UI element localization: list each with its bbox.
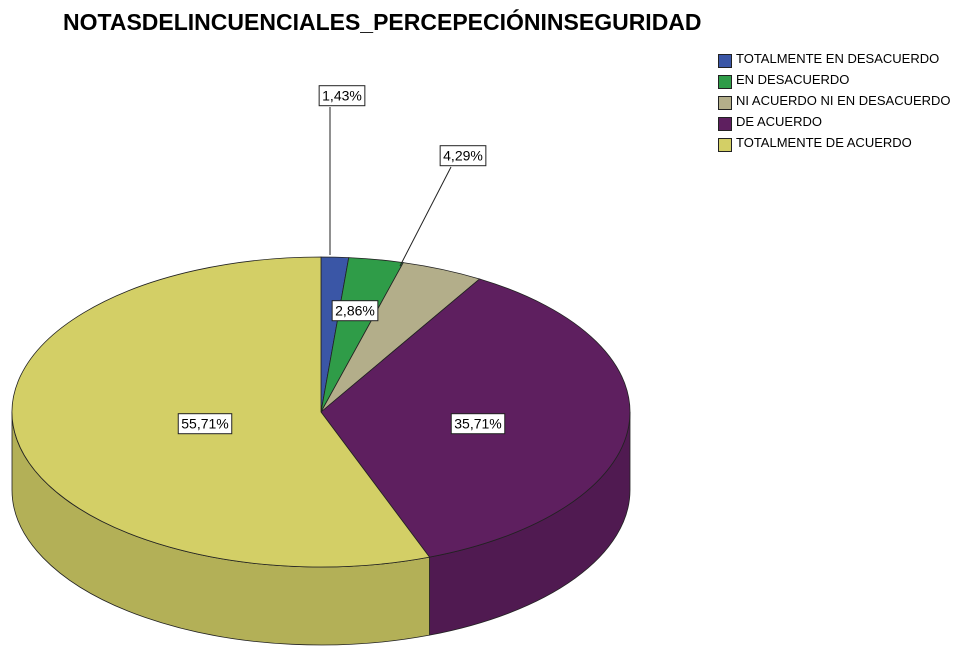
legend-label: TOTALMENTE EN DESACUERDO xyxy=(736,51,940,66)
legend-swatch xyxy=(718,96,732,110)
data-label: 1,43% xyxy=(322,88,362,104)
data-label: 4,29% xyxy=(443,148,483,164)
legend-label: NI ACUERDO NI EN DESACUERDO xyxy=(736,93,951,108)
legend-item: TOTALMENTE DE ACUERDO xyxy=(718,136,968,152)
legend-item: NI ACUERDO NI EN DESACUERDO xyxy=(718,94,968,110)
legend-item: DE ACUERDO xyxy=(718,115,968,131)
pie-slice xyxy=(11,256,431,568)
legend-item: EN DESACUERDO xyxy=(718,73,968,89)
legend: TOTALMENTE EN DESACUERDO EN DESACUERDO NI … xyxy=(718,52,968,157)
label-box xyxy=(318,85,366,107)
legend-item: TOTALMENTE EN DESACUERDO xyxy=(718,52,968,68)
legend-swatch xyxy=(718,138,732,152)
data-label: 35,71% xyxy=(454,416,501,432)
label-box xyxy=(439,145,487,167)
label-box xyxy=(450,413,506,435)
data-label: 55,71% xyxy=(181,416,228,432)
legend-label: DE ACUERDO xyxy=(736,114,822,129)
chart-title: NOTASDELINCUENCIALES_PERCEPECIÓNINSEGURI… xyxy=(63,8,702,35)
legend-swatch xyxy=(718,54,732,68)
legend-label: TOTALMENTE DE ACUERDO xyxy=(736,135,912,150)
legend-label: EN DESACUERDO xyxy=(736,72,850,87)
leader-line xyxy=(399,166,452,267)
label-box xyxy=(177,413,233,435)
label-box xyxy=(331,300,379,322)
legend-swatch xyxy=(718,75,732,89)
legend-swatch xyxy=(718,117,732,131)
data-label: 2,86% xyxy=(335,303,375,319)
